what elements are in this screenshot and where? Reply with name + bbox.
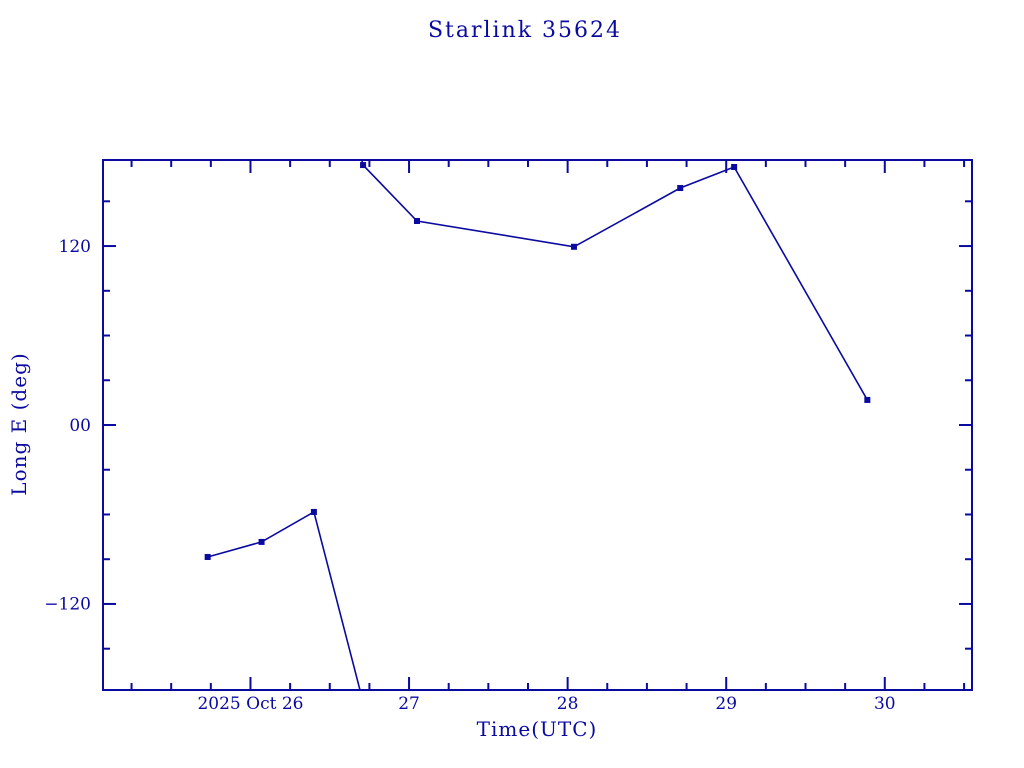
chart-title: Starlink 35624 <box>427 18 623 43</box>
y-tick-label: 00 <box>69 416 91 436</box>
data-point-markers <box>204 162 871 560</box>
y-tick-label: −120 <box>44 595 91 615</box>
data-point-marker <box>677 185 684 192</box>
data-point-marker <box>258 538 265 545</box>
longitude-line <box>207 160 869 690</box>
x-tick-label: 28 <box>557 694 579 714</box>
x-tick-label: 30 <box>874 694 896 714</box>
x-tick-label: 2025 Oct 26 <box>197 694 303 714</box>
x-tick-label: 27 <box>398 694 420 714</box>
data-point-marker <box>864 396 871 403</box>
axis-ticks <box>103 160 972 690</box>
x-axis-title: Time(UTC) <box>476 717 598 741</box>
x-tick-label: 29 <box>715 694 737 714</box>
plot-frame <box>102 159 973 691</box>
data-point-marker <box>204 553 211 560</box>
data-point-marker <box>360 162 367 169</box>
series-longitude <box>204 160 871 690</box>
data-point-marker <box>570 243 577 250</box>
data-point-marker <box>731 164 738 171</box>
data-point-marker <box>310 508 317 515</box>
axis-tick-labels: 2025 Oct 26 27 28 29 30 120 00 −120 <box>44 237 895 714</box>
y-tick-label: 120 <box>59 237 91 257</box>
data-point-marker <box>413 217 420 224</box>
